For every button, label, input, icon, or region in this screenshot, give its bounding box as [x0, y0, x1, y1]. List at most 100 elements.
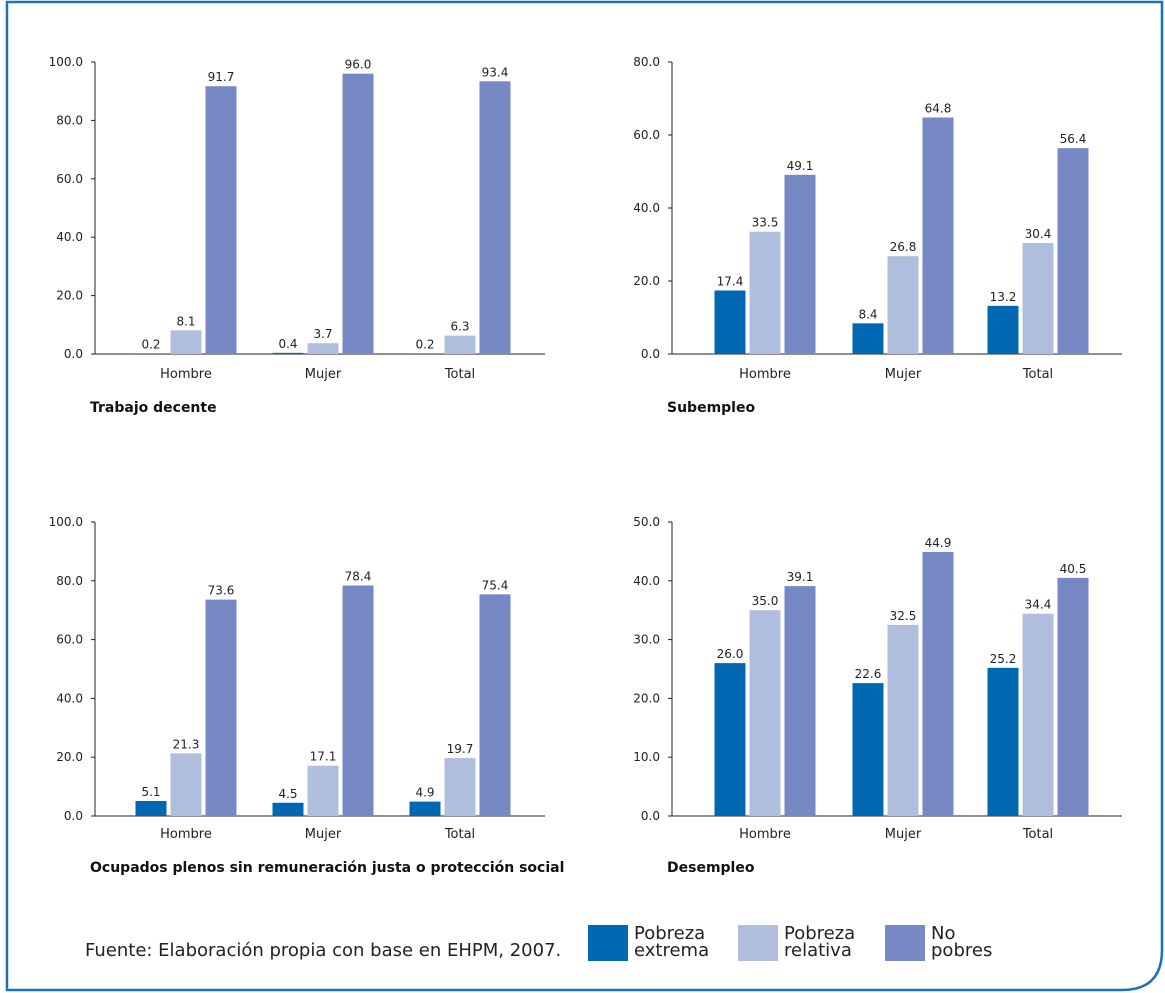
chart-desempleo-y-tick-label: 40.0: [633, 574, 660, 588]
chart-subempleo-category-label-hombre: Hombre: [739, 367, 791, 382]
chart-desempleo-bar-total-no-pobres: [1057, 577, 1089, 816]
chart-subempleo-y-tick-label: 0.0: [641, 347, 660, 361]
chart-subempleo-value-label-mujer-no-pobres: 64.8: [925, 101, 952, 115]
chart-trabajo-decente-bar-hombre-pobreza-extrema: [135, 353, 167, 354]
chart-ocupados-plenos-sin-remuneracion-justa-o-proteccion-social-title: Ocupados plenos sin remuneración justa o…: [90, 860, 564, 876]
chart-subempleo-bar-mujer-pobreza-relativa: [887, 256, 919, 354]
chart-subempleo-value-label-total-pobreza-relativa: 30.4: [1025, 227, 1052, 241]
chart-ocupados-plenos-sin-remuneracion-justa-o-proteccion-social-value-label-mujer-pobreza-relativa: 17.1: [310, 750, 337, 764]
chart-subempleo-bar-total-pobreza-extrema: [987, 305, 1019, 354]
chart-ocupados-plenos-sin-remuneracion-justa-o-proteccion-social-y-tick-label: 0.0: [64, 809, 83, 823]
figure-footer: Fuente: Elaboración propia con base en E…: [0, 910, 1165, 970]
chart-desempleo-y-tick-label: 0.0: [641, 809, 660, 823]
chart-desempleo-value-label-mujer-pobreza-extrema: 22.6: [855, 667, 882, 681]
chart-desempleo-value-label-hombre-no-pobres: 39.1: [787, 570, 814, 584]
frame-border: [5, 0, 1164, 992]
chart-trabajo-decente-value-label-total-pobreza-relativa: 6.3: [450, 320, 469, 334]
chart-desempleo-bar-hombre-pobreza-relativa: [749, 610, 781, 816]
chart-subempleo-y-tick-label: 20.0: [633, 274, 660, 288]
chart-subempleo-value-label-hombre-no-pobres: 49.1: [787, 159, 814, 173]
chart-subempleo-bar-hombre-pobreza-extrema: [714, 290, 746, 354]
legend-label-pobreza-extrema: Pobreza extrema: [634, 923, 710, 961]
chart-trabajo-decente-y-tick-label: 40.0: [56, 230, 83, 244]
chart-subempleo-bar-total-pobreza-relativa: [1022, 243, 1054, 354]
chart-desempleo-bar-hombre-pobreza-extrema: [714, 663, 746, 816]
chart-ocupados-plenos-sin-remuneracion-justa-o-proteccion-social-value-label-mujer-no-pobres: 78.4: [345, 570, 372, 584]
chart-subempleo-y-tick-label: 60.0: [633, 128, 660, 142]
chart-desempleo-bar-mujer-pobreza-extrema: [852, 683, 884, 816]
chart-ocupados-plenos-sin-remuneracion-justa-o-proteccion-social-bar-hombre-pobreza-relativa: [170, 753, 202, 816]
chart-trabajo-decente-y-tick-label: 60.0: [56, 172, 83, 186]
chart-trabajo-decente-bar-hombre-pobreza-relativa: [170, 330, 202, 354]
chart-desempleo-value-label-total-pobreza-relativa: 34.4: [1025, 598, 1052, 612]
chart-desempleo-y-tick-label: 10.0: [633, 750, 660, 764]
chart-subempleo-bar-mujer-pobreza-extrema: [852, 323, 884, 354]
chart-ocupados-plenos-sin-remuneracion-justa-o-proteccion-social-bar-hombre-no-pobres: [205, 599, 237, 816]
chart-trabajo-decente-bar-total-no-pobres: [479, 81, 511, 354]
chart-desempleo-title: Desempleo: [667, 860, 755, 876]
chart-trabajo-decente-value-label-mujer-pobreza-extrema: 0.4: [278, 337, 297, 351]
chart-subempleo-value-label-hombre-pobreza-relativa: 33.5: [752, 216, 779, 230]
chart-subempleo-y-tick-label: 80.0: [633, 55, 660, 69]
legend-label-no-pobres: No pobres: [931, 923, 993, 961]
chart-desempleo-y-tick-label: 30.0: [633, 633, 660, 647]
chart-trabajo-decente-y-tick-label: 0.0: [64, 347, 83, 361]
chart-subempleo-title: Subempleo: [667, 400, 755, 416]
chart-trabajo-decente-value-label-hombre-pobreza-relativa: 8.1: [176, 314, 195, 328]
chart-trabajo-decente-value-label-mujer-no-pobres: 96.0: [345, 58, 372, 72]
chart-desempleo-value-label-hombre-pobreza-relativa: 35.0: [752, 594, 779, 608]
chart-subempleo-bar-hombre-pobreza-relativa: [749, 231, 781, 354]
chart-ocupados-plenos-sin-remuneracion-justa-o-proteccion-social-bar-mujer-no-pobres: [342, 585, 374, 816]
chart-desempleo-value-label-mujer-pobreza-relativa: 32.5: [890, 609, 917, 623]
chart-subempleo-category-label-mujer: Mujer: [885, 367, 922, 382]
chart-subempleo-value-label-total-no-pobres: 56.4: [1060, 132, 1087, 146]
chart-trabajo-decente-bar-total-pobreza-relativa: [444, 335, 476, 354]
chart-trabajo-decente-value-label-hombre-no-pobres: 91.7: [208, 70, 235, 84]
chart-ocupados-plenos-sin-remuneracion-justa-o-proteccion-social-bar-total-pobreza-relativa: [444, 758, 476, 816]
chart-trabajo-decente-bar-total-pobreza-extrema: [409, 353, 441, 354]
chart-subempleo-category-label-total: Total: [1022, 367, 1053, 382]
chart-desempleo-bar-mujer-pobreza-relativa: [887, 624, 919, 816]
chart-ocupados-plenos-sin-remuneracion-justa-o-proteccion-social-value-label-hombre-no-pobres: 73.6: [208, 584, 235, 598]
chart-subempleo-bar-hombre-no-pobres: [784, 174, 816, 354]
chart-ocupados-plenos-sin-remuneracion-justa-o-proteccion-social-y-tick-label: 80.0: [56, 574, 83, 588]
chart-ocupados-plenos-sin-remuneracion-justa-o-proteccion-social-value-label-total-no-pobres: 75.4: [482, 578, 509, 592]
chart-ocupados-plenos-sin-remuneracion-justa-o-proteccion-social-value-label-total-pobreza-extrema: 4.9: [415, 786, 434, 800]
chart-subempleo-bar-mujer-no-pobres: [922, 117, 954, 354]
chart-desempleo-y-tick-label: 50.0: [633, 515, 660, 529]
chart-trabajo-decente-category-label-hombre: Hombre: [160, 367, 212, 382]
chart-desempleo-bar-hombre-no-pobres: [784, 586, 816, 816]
chart-desempleo-category-label-total: Total: [1022, 827, 1053, 842]
chart-trabajo-decente-category-label-total: Total: [444, 367, 475, 382]
chart-ocupados-plenos-sin-remuneracion-justa-o-proteccion-social-y-tick-label: 20.0: [56, 750, 83, 764]
chart-desempleo-value-label-total-no-pobres: 40.5: [1060, 562, 1087, 576]
chart-subempleo-value-label-hombre-pobreza-extrema: 17.4: [717, 274, 744, 288]
chart-ocupados-plenos-sin-remuneracion-justa-o-proteccion-social-y-tick-label: 100.0: [49, 515, 83, 529]
chart-ocupados-plenos-sin-remuneracion-justa-o-proteccion-social-bar-total-pobreza-extrema: [409, 801, 441, 816]
legend-swatch-no-pobres: [885, 925, 925, 961]
chart-trabajo-decente-category-label-mujer: Mujer: [305, 367, 342, 382]
chart-ocupados-plenos-sin-remuneracion-justa-o-proteccion-social-category-label-mujer: Mujer: [305, 827, 342, 842]
chart-trabajo-decente-bar-mujer-no-pobres: [342, 73, 374, 355]
chart-trabajo-decente-value-label-total-pobreza-extrema: 0.2: [415, 337, 434, 351]
chart-desempleo-bar-total-pobreza-relativa: [1022, 613, 1054, 816]
chart-trabajo-decente-value-label-mujer-pobreza-relativa: 3.7: [313, 327, 332, 341]
chart-trabajo-decente-bar-mujer-pobreza-extrema: [272, 352, 304, 354]
chart-ocupados-plenos-sin-remuneracion-justa-o-proteccion-social-bar-total-no-pobres: [479, 594, 511, 816]
legend-label-pobreza-relativa: Pobreza relativa: [784, 923, 856, 961]
chart-ocupados-plenos-sin-remuneracion-justa-o-proteccion-social-value-label-mujer-pobreza-extrema: 4.5: [278, 787, 297, 801]
chart-ocupados-plenos-sin-remuneracion-justa-o-proteccion-social-category-label-hombre: Hombre: [160, 827, 212, 842]
chart-ocupados-plenos-sin-remuneracion-justa-o-proteccion-social-bar-mujer-pobreza-extrema: [272, 802, 304, 816]
chart-trabajo-decente-bar-hombre-no-pobres: [205, 86, 237, 355]
chart-ocupados-plenos-sin-remuneracion-justa-o-proteccion-social-value-label-hombre-pobreza-extrema: 5.1: [141, 785, 160, 799]
chart-desempleo-value-label-mujer-no-pobres: 44.9: [925, 536, 952, 550]
chart-ocupados-plenos-sin-remuneracion-justa-o-proteccion-social-y-tick-label: 40.0: [56, 691, 83, 705]
chart-desempleo-value-label-hombre-pobreza-extrema: 26.0: [717, 647, 744, 661]
chart-trabajo-decente-bar-mujer-pobreza-relativa: [307, 343, 339, 354]
chart-trabajo-decente-value-label-hombre-pobreza-extrema: 0.2: [141, 337, 160, 351]
legend-swatch-pobreza-relativa: [738, 925, 778, 961]
chart-desempleo-bar-mujer-no-pobres: [922, 551, 954, 816]
chart-trabajo-decente-value-label-total-no-pobres: 93.4: [482, 65, 509, 79]
